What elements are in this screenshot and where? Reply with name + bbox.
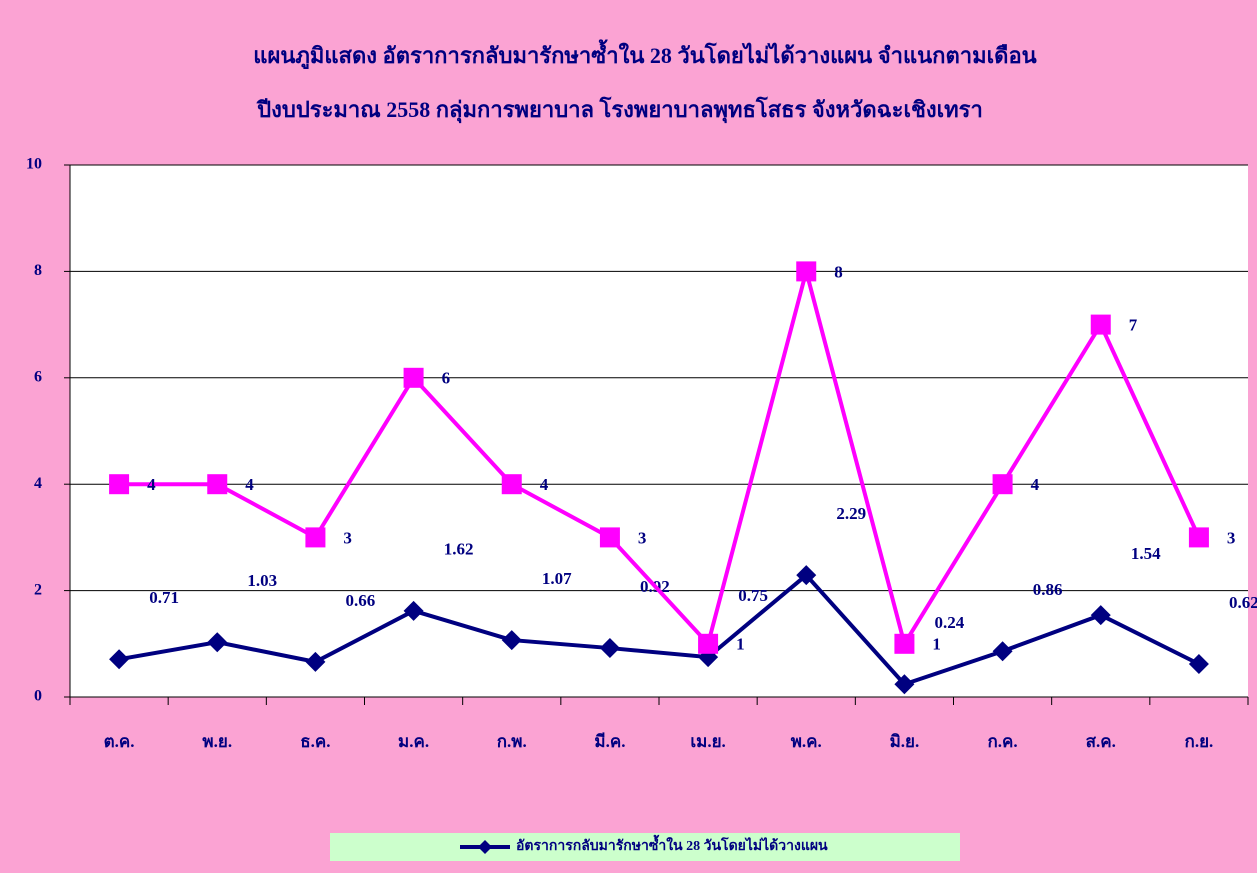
plot-area	[70, 165, 1248, 697]
x-tick-label: ก.ย.	[1185, 732, 1214, 751]
marker	[403, 600, 424, 621]
data-label: 3	[343, 528, 352, 547]
marker	[109, 649, 130, 670]
marker	[305, 527, 326, 548]
y-tick-label: 2	[34, 581, 42, 598]
x-tick-label: เม.ย.	[690, 732, 725, 751]
data-label: 0.62	[1229, 593, 1257, 612]
y-tick-label: 0	[34, 688, 42, 705]
data-label: 4	[540, 475, 549, 494]
data-label: 4	[245, 475, 254, 494]
data-label: 0.66	[346, 591, 376, 610]
y-tick-label: 10	[26, 156, 42, 173]
data-label: 8	[834, 262, 843, 281]
marker	[109, 474, 130, 495]
marker	[698, 633, 719, 654]
x-tick-label: ก.ค.	[987, 732, 1017, 751]
y-tick-label: 4	[34, 475, 42, 492]
chart-subtitle: ปีงบประมาณ 2558 กลุ่มการพยาบาล โรงพยาบาล…	[256, 96, 983, 124]
data-label: 4	[1031, 475, 1040, 494]
marker	[501, 474, 522, 495]
marker	[796, 565, 817, 586]
marker	[403, 367, 424, 388]
marker	[1188, 654, 1209, 675]
marker	[894, 674, 915, 695]
marker	[1090, 605, 1111, 626]
data-label: 0.86	[1033, 580, 1063, 599]
marker	[992, 474, 1013, 495]
marker	[894, 633, 915, 654]
data-label: 0.24	[935, 613, 965, 632]
y-tick-label: 8	[34, 262, 42, 279]
x-tick-label: มิ.ย.	[890, 732, 920, 751]
y-tick-label: 6	[34, 368, 42, 385]
data-label: 0.71	[149, 588, 179, 607]
data-label: 1	[932, 635, 941, 654]
marker	[796, 261, 817, 282]
data-label: 1.54	[1131, 544, 1161, 563]
x-tick-label: ก.พ.	[497, 732, 527, 751]
x-tick-label: ส.ค.	[1086, 732, 1116, 751]
x-tick-label: ธ.ค.	[300, 732, 330, 751]
x-tick-label: ม.ค.	[398, 732, 429, 751]
marker	[207, 474, 228, 495]
marker	[207, 632, 228, 653]
marker	[599, 638, 620, 659]
marker	[599, 527, 620, 548]
data-label: 2.29	[836, 504, 866, 523]
x-tick-label: มี.ค.	[594, 731, 625, 751]
line	[118, 572, 1200, 687]
marker	[1188, 527, 1209, 548]
data-label: 4	[147, 475, 156, 494]
x-tick-label: พ.ย.	[202, 732, 232, 751]
data-label: 3	[638, 528, 647, 547]
data-label: 7	[1129, 316, 1138, 335]
data-label: 3	[1227, 528, 1236, 547]
legend-label: อัตราการกลับมารักษาซ้ำใน 28 วันโดยไม่ได้…	[516, 834, 828, 854]
data-label: 1	[736, 635, 745, 654]
data-label: 0.75	[738, 586, 768, 605]
data-label: 1.07	[542, 569, 572, 588]
x-tick-label: พ.ค.	[791, 732, 822, 751]
marker	[305, 651, 326, 672]
data-label: 1.03	[247, 571, 277, 590]
marker	[501, 630, 522, 651]
legend-box	[330, 833, 960, 861]
marker	[992, 641, 1013, 662]
marker	[1090, 314, 1111, 335]
chart-title: แผนภูมิแสดง อัตราการกลับมารักษาซ้ำใน 28 …	[253, 39, 1036, 70]
legend-marker	[478, 840, 492, 854]
data-label: 1.62	[444, 540, 474, 559]
x-tick-label: ต.ค.	[104, 732, 135, 751]
data-label: 6	[442, 369, 451, 388]
line	[119, 263, 1201, 649]
